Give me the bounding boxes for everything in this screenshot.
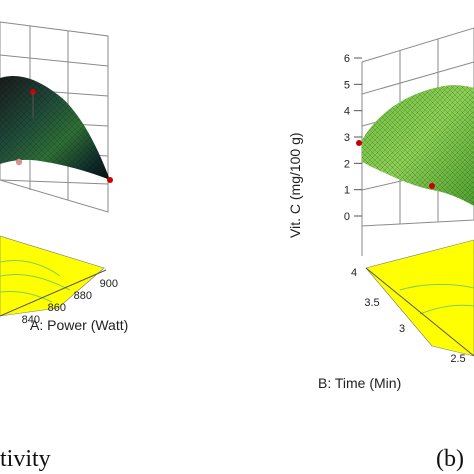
panel-b-z-tick-3: 3 (344, 132, 350, 144)
panel-a-x-tick-860: 860 (48, 302, 66, 314)
panel-a-point-right (107, 177, 113, 183)
panel-a-surface-mesh (0, 76, 110, 180)
panel-a-x-tick-880: 880 (74, 290, 92, 302)
panel-b-z-tick-6: 6 (344, 53, 350, 65)
panel-b-z-tick-0: 0 (344, 211, 350, 223)
panel-a-contour-2 (0, 274, 71, 291)
panel-b-x-label: B: Time (Min) (318, 375, 401, 391)
panel-b-point-front (429, 183, 435, 189)
panel-a-contour-3 (0, 291, 53, 303)
panel-a: 840 860 880 900 A: Power (Watt) tivity (0, 21, 128, 472)
panel-a-point-mid (15, 158, 23, 166)
panel-a-contour-1 (0, 260, 61, 277)
panel-a-floor (0, 235, 105, 317)
panel-b-x-tick-4: 4 (351, 267, 357, 279)
panel-b-x-tick-2.5: 2.5 (450, 353, 465, 365)
panel-b: 0 1 2 3 4 5 6 Vit. C (mg/100 g) 4 3.5 3 2.5 B: Ti… (287, 27, 474, 472)
panel-a-x-tick-900: 900 (100, 278, 118, 290)
panel-b-z-tick-5: 5 (344, 79, 350, 91)
panel-b-contour-1 (399, 283, 474, 291)
panel-b-floor (365, 239, 474, 357)
panel-a-x-tick-840: 840 (22, 314, 40, 326)
panel-b-z-tick-2: 2 (344, 158, 350, 170)
panel-b-z-label: Vit. C (mg/100 g) (287, 132, 303, 238)
panel-a-x-tick-group: 840 860 880 900 (22, 278, 118, 326)
panel-b-x-tick-3.5: 3.5 (364, 297, 379, 309)
panel-b-surface-mesh (362, 85, 474, 206)
panel-b-z-tick-1: 1 (344, 185, 350, 197)
panel-a-x-label: A: Power (Watt) (30, 317, 128, 333)
panel-b-z-ticks: 0 1 2 3 4 5 6 (344, 53, 362, 223)
panel-b-contour-2 (419, 304, 474, 315)
panel-a-caption: tivity (0, 446, 51, 472)
panel-b-x-tick-3: 3 (399, 323, 405, 335)
panel-b-caption: (b) (436, 446, 464, 472)
panel-b-z-tick-4: 4 (344, 106, 350, 118)
panel-b-x-ticks: 4 3.5 3 2.5 (351, 267, 466, 365)
panel-b-point-left (356, 140, 362, 146)
